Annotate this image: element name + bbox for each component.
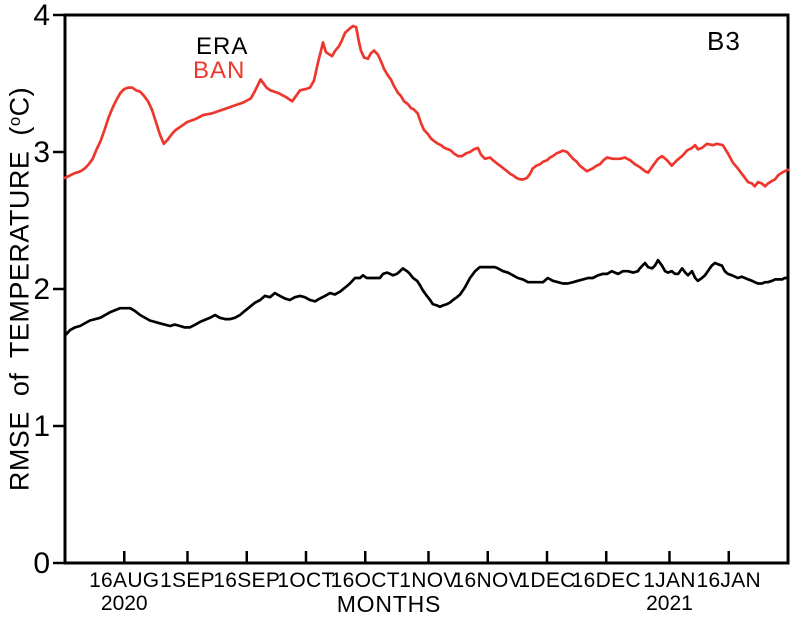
x-tick-label: 1DEC <box>518 569 575 592</box>
panel-label: B3 <box>707 26 741 56</box>
y-tick-label: 0 <box>33 547 50 580</box>
y-tick-label: 2 <box>33 273 50 306</box>
legend-label-ban: BAN <box>193 57 246 84</box>
y-tick-label: 4 <box>33 0 50 32</box>
x-tick-label: 1NOV <box>399 569 457 592</box>
x-tick-label: 16AUG <box>89 569 159 592</box>
series-era-line <box>63 258 790 337</box>
x-tick-label: 16OCT <box>331 569 400 592</box>
x-tick-label: 1OCT <box>277 569 334 592</box>
degree-superscript: o <box>5 116 25 127</box>
x-year-label: 2021 <box>646 592 693 615</box>
x-tick-label: 16JAN <box>696 569 761 592</box>
x-tick-label: 16SEP <box>213 569 280 592</box>
y-tick-label: 1 <box>33 410 50 443</box>
y-axis-title: RMSE of TEMPERATURE (oC) <box>4 86 35 492</box>
x-year-label: 2020 <box>101 592 148 615</box>
x-tick-label: 16DEC <box>572 569 641 592</box>
plot-frame <box>63 13 790 565</box>
legend-label-era: ERA <box>196 33 249 60</box>
x-axis-label: MONTHS <box>337 591 441 617</box>
x-tick-label: 1JAN <box>643 569 696 592</box>
legend-item-ban: BAN <box>193 59 245 83</box>
x-tick-label: 1SEP <box>160 569 215 592</box>
x-tick-label: 16NOV <box>453 569 523 592</box>
legend-item-era: ERA <box>196 35 248 59</box>
series-ban-line <box>63 24 790 188</box>
y-tick-label: 3 <box>33 136 50 169</box>
